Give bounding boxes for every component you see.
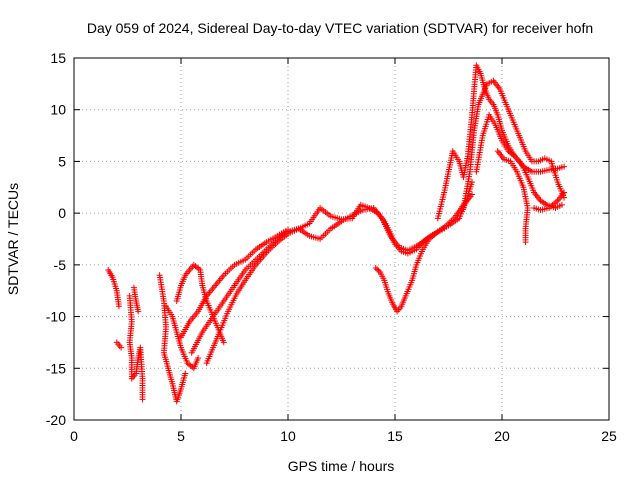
series-trace-f <box>163 303 202 372</box>
data-marks <box>105 62 568 405</box>
data-point <box>220 339 227 346</box>
x-axis-label: GPS time / hours <box>288 458 395 474</box>
data-point <box>118 344 125 351</box>
data-point <box>182 370 189 377</box>
y-tick-label: -5 <box>54 257 67 273</box>
series-trace-k <box>372 225 448 315</box>
data-point <box>561 163 568 170</box>
y-tick-label: 15 <box>50 50 66 66</box>
data-point <box>115 303 122 310</box>
y-tick-label: -20 <box>46 412 66 428</box>
data-point <box>561 189 568 196</box>
plot-frame <box>73 57 610 421</box>
y-axis-label: SDTVAR / TECUs <box>5 183 21 295</box>
y-tick-label: 5 <box>58 153 66 169</box>
series-trace-b <box>113 339 125 351</box>
series-trace-i <box>188 191 476 356</box>
data-point <box>558 201 565 208</box>
data-point <box>522 239 529 246</box>
y-tick-label: 0 <box>58 205 66 221</box>
series-trace-h <box>178 226 291 341</box>
series-trace-d <box>130 284 142 315</box>
data-point <box>195 354 202 361</box>
y-tick-label: 10 <box>50 102 66 118</box>
series-trace-l <box>434 62 568 222</box>
data-point <box>441 225 448 232</box>
x-tick-label: 20 <box>494 428 510 444</box>
axis-ticks <box>73 57 610 421</box>
data-point <box>469 179 476 186</box>
x-tick-label: 5 <box>177 428 185 444</box>
x-tick-label: 25 <box>601 428 617 444</box>
series-trace-j <box>203 179 476 367</box>
series-trace-e <box>156 272 189 405</box>
data-point <box>135 308 142 315</box>
series-trace-p <box>531 189 568 214</box>
x-tick-labels: 0 5 10 15 20 25 <box>70 428 617 444</box>
data-point <box>374 266 381 273</box>
y-tick-label: -15 <box>46 360 66 376</box>
series-trace-a <box>105 267 122 310</box>
series-trace-n <box>473 111 565 211</box>
data-point <box>139 396 146 403</box>
y-tick-labels: -20 -15 -10 -5 0 5 10 15 <box>46 50 66 428</box>
data-point <box>372 264 379 271</box>
series-trace-m <box>460 77 568 211</box>
y-tick-label: -10 <box>46 309 66 325</box>
series-trace-c <box>126 292 146 403</box>
x-tick-label: 10 <box>280 428 296 444</box>
chart-title: Day 059 of 2024, Sidereal Day-to-day VTE… <box>87 20 593 36</box>
data-point <box>469 191 476 198</box>
grid-lines <box>74 58 609 420</box>
data-point <box>375 267 382 274</box>
x-tick-label: 0 <box>70 428 78 444</box>
x-tick-label: 15 <box>387 428 403 444</box>
series-trace-o <box>494 148 531 246</box>
